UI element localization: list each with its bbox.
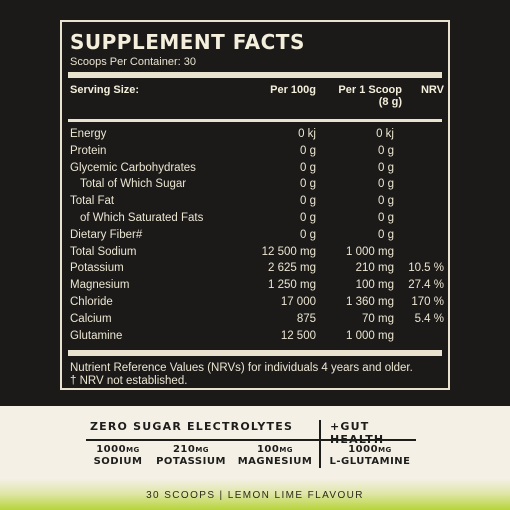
serving-size-header: Serving Size: (70, 84, 140, 96)
nutrient-row: Total of Which Sugar 0 g 0 g (62, 177, 448, 194)
magnesium-name: MAGNESIUM (237, 456, 313, 467)
nrv-value: 170 % (411, 295, 444, 308)
nutrient-row: of Which Saturated Fats 0 g 0 g (62, 211, 448, 228)
nutrient-row: Glycemic Carbohydrates 0 g 0 g (62, 161, 448, 178)
nutrient-label: Glutamine (70, 329, 123, 342)
nutrient-row: Energy 0 kj 0 kj (62, 127, 448, 144)
potassium-unit: MG (195, 446, 210, 454)
per-100g-value: 0 g (300, 178, 316, 191)
per-100g-value: 0 g (300, 211, 316, 224)
nrv-header: NRV (420, 84, 444, 96)
per-scoop-value: 0 g (378, 144, 394, 157)
per-scoop-value: 1 000 mg (346, 329, 394, 342)
nutrient-row: Magnesium 1 250 mg 100 mg 27.4 % (62, 278, 448, 295)
nrv-value: 27.4 % (408, 279, 444, 292)
highlights-vertical-divider (319, 420, 321, 468)
per-scoop-value: 1 360 mg (346, 295, 394, 308)
nrv-value: 10.5 % (408, 262, 444, 275)
per-scoop-value: 210 mg (355, 262, 394, 275)
potassium-highlight: 210MG POTASSIUM (152, 444, 230, 467)
per-100g-value: 0 g (300, 144, 316, 157)
nutrient-row: Total Sodium 12 500 mg 1 000 mg (62, 245, 448, 262)
nutrient-row: Calcium 875 70 mg 5.4 % (62, 312, 448, 329)
per-100g-value: 12 500 mg (261, 245, 316, 258)
glutamine-amount: 1000 (348, 444, 379, 455)
highlights-band: ZERO SUGAR ELECTROLYTES +GUT HEALTH 1000… (0, 406, 510, 510)
nutrient-row: Glutamine 12 500 1 000 mg (62, 329, 448, 346)
flavour-bar: 30 SCOOPS | LEMON LIME FLAVOUR (146, 490, 364, 501)
scoops-per-container: Scoops Per Container: 30 (70, 56, 196, 68)
nutrient-label: Protein (70, 144, 107, 157)
sodium-highlight: 1000MG SODIUM (86, 444, 150, 467)
per-scoop-value: 1 000 mg (346, 245, 394, 258)
per-scoop-value: 0 g (378, 195, 394, 208)
per-100g-value: 2 625 mg (268, 262, 316, 275)
potassium-name: POTASSIUM (156, 456, 226, 467)
per-scoop-value: 70 mg (362, 312, 394, 325)
nutrient-row: Protein 0 g 0 g (62, 144, 448, 161)
per-scoop-value: 0 g (378, 228, 394, 241)
per-100g-value: 0 g (300, 228, 316, 241)
nutrient-label: Total of Which Sugar (80, 178, 187, 191)
footnote: Nutrient Reference Values (NRVs) for ind… (70, 362, 413, 388)
per-100g-value: 1 250 mg (268, 279, 316, 292)
nutrient-label: Glycemic Carbohydrates (70, 161, 196, 174)
per-100g-value: 17 000 (280, 295, 316, 308)
nutrient-label: Magnesium (70, 279, 130, 292)
footnote-dagger: † NRV not established. (70, 375, 188, 387)
sodium-name: SODIUM (93, 456, 143, 467)
nutrient-row: Chloride 17 000 1 360 mg 170 % (62, 295, 448, 312)
zero-sugar-heading: ZERO SUGAR ELECTROLYTES (90, 420, 294, 433)
glutamine-name: L-GLUTAMINE (329, 456, 411, 467)
nutrient-label: Potassium (70, 262, 124, 275)
nrv-value: 5.4 % (414, 312, 444, 325)
per-100g-value: 0 g (300, 195, 316, 208)
per-100g-value: 12 500 (280, 329, 316, 342)
magnesium-amount: 100 (256, 444, 280, 455)
nutrient-row: Dietary Fiber# 0 g 0 g (62, 228, 448, 245)
header-divider (68, 119, 442, 122)
footnote-nrv: Nutrient Reference Values (NRVs) for ind… (70, 362, 413, 374)
per-scoop-header: Per 1 Scoop (8 g) (320, 84, 402, 108)
nutrient-label: Total Fat (70, 195, 115, 208)
magnesium-highlight: 100MG MAGNESIUM (234, 444, 316, 467)
thick-divider (68, 72, 442, 78)
per-scoop-value: 0 g (378, 178, 394, 191)
highlights-divider (86, 439, 416, 441)
per-100g-value: 0 kj (298, 128, 316, 140)
sodium-unit: MG (126, 446, 140, 454)
nutrient-label: of Which Saturated Fats (80, 211, 204, 224)
per-scoop-header-line2: (8 g) (378, 96, 402, 108)
bottom-divider (68, 350, 442, 356)
nutrient-label: Dietary Fiber# (70, 228, 143, 241)
per-scoop-value: 0 g (378, 211, 394, 224)
nutrient-label: Total Sodium (70, 245, 137, 258)
nutrient-row: Total Fat 0 g 0 g (62, 194, 448, 211)
per-scoop-value: 100 mg (355, 279, 394, 292)
per-scoop-value: 0 kj (376, 128, 394, 140)
sodium-amount: 1000 (96, 444, 127, 455)
glutamine-unit: MG (378, 446, 392, 454)
gut-health-heading: +GUT HEALTH (330, 420, 385, 446)
potassium-amount: 210 (172, 444, 196, 455)
nutrient-label: Calcium (70, 312, 112, 325)
nutrient-label: Chloride (70, 295, 113, 308)
per-scoop-header-line1: Per 1 Scoop (338, 84, 402, 96)
nutrient-row: Potassium 2 625 mg 210 mg 10.5 % (62, 261, 448, 278)
glutamine-highlight: 1000MG L-GLUTAMINE (324, 444, 416, 467)
facts-title: SUPPLEMENT FACTS (70, 30, 305, 54)
per-100g-value: 875 (296, 312, 316, 325)
per-100g-value: 0 g (300, 161, 316, 174)
nutrient-label: Energy (70, 128, 107, 140)
per-scoop-value: 0 g (378, 161, 394, 174)
per-100g-header: Per 100g (270, 84, 316, 96)
magnesium-unit: MG (279, 446, 294, 454)
supplement-facts-panel: SUPPLEMENT FACTS Scoops Per Container: 3… (60, 20, 450, 390)
